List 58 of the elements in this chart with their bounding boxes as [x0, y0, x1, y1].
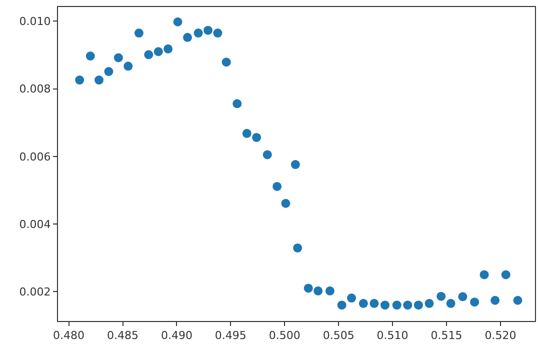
point: [86, 52, 95, 61]
y-tick-label: 0.008: [19, 82, 51, 96]
point: [392, 300, 402, 310]
point: [114, 53, 123, 62]
point: [94, 76, 104, 85]
point: [424, 298, 434, 308]
point: [314, 286, 323, 296]
point: [414, 300, 423, 310]
point: [75, 76, 84, 85]
point: [380, 300, 390, 310]
point: [470, 298, 480, 307]
y-tick-label: 0.006: [19, 150, 51, 164]
point: [154, 47, 163, 56]
point: [347, 294, 356, 303]
point: [501, 270, 510, 280]
point: [458, 292, 468, 302]
point: [194, 28, 203, 38]
x-tick-label: 0.480: [53, 329, 85, 342]
y-tick-label: 0.010: [19, 15, 51, 28]
point: [164, 44, 173, 54]
point: [232, 99, 242, 108]
point: [213, 28, 222, 38]
x-tick-label: 0.520: [484, 329, 516, 342]
point: [337, 300, 346, 310]
x-tick-label: 0.500: [268, 329, 300, 342]
point: [325, 286, 334, 296]
point: [144, 50, 154, 60]
point: [183, 32, 192, 42]
point: [222, 58, 231, 67]
point: [262, 150, 272, 160]
point: [124, 62, 133, 71]
point: [134, 28, 144, 38]
point: [272, 182, 282, 191]
y-tick-label: 0.004: [19, 218, 51, 231]
x-tick-label: 0.510: [376, 329, 408, 342]
point: [281, 198, 290, 208]
y-tick-label: 0.002: [19, 285, 51, 298]
point: [290, 160, 300, 170]
point: [252, 132, 262, 142]
x-tick-label: 0.515: [430, 329, 462, 342]
point: [403, 300, 412, 310]
point: [436, 292, 446, 301]
x-tick-label: 0.490: [160, 329, 192, 342]
point: [358, 298, 368, 308]
point: [480, 270, 489, 280]
point: [242, 128, 252, 138]
point: [204, 26, 213, 35]
point: [173, 17, 182, 26]
point: [104, 67, 114, 76]
point: [513, 296, 522, 305]
x-tick-label: 0.485: [107, 329, 138, 342]
x-tick-label: 0.505: [322, 329, 354, 342]
x-tick-label: 0.495: [214, 329, 246, 342]
point: [446, 298, 456, 308]
point: [490, 296, 500, 305]
point: [370, 298, 379, 308]
point: [293, 243, 302, 252]
point: [304, 284, 313, 293]
